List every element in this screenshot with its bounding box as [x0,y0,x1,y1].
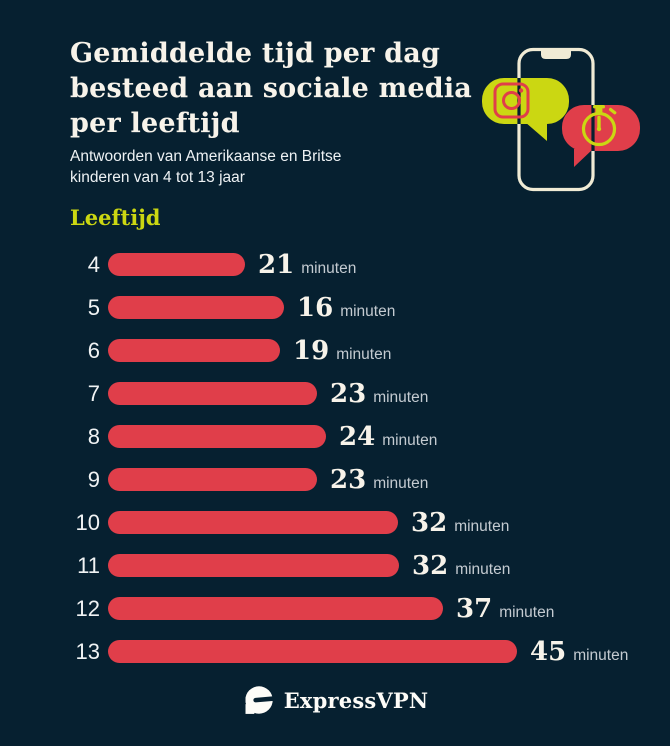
value-label: 24 [339,421,376,452]
unit-label: minuten [573,646,629,664]
bar-chart: 4 21 minuten 5 16 minuten 6 19 minuten [60,243,660,673]
bar-row-age-7: 7 23 minuten [60,372,660,415]
age-label: 11 [77,552,100,578]
value-label: 23 [330,378,367,409]
value-label: 19 [293,335,330,366]
bar-row-age-6: 6 19 minuten [60,329,660,372]
bar-age-12 [108,597,443,620]
expressvpn-logo-icon [241,683,275,717]
chat-bubble-stopwatch [562,105,640,167]
age-label: 4 [87,251,100,277]
bar-row-age-9: 9 23 minuten [60,458,660,501]
bar-age-9 [108,468,317,491]
bar-age-5 [108,296,284,319]
value-label: 45 [530,636,567,667]
bar-age-4 [108,253,245,276]
bar-age-10 [108,511,398,534]
age-label: 6 [87,337,100,363]
footer: ExpressVPN [0,683,670,717]
value-label: 32 [412,550,449,581]
age-label: 9 [87,466,100,492]
unit-label: minuten [373,474,429,492]
age-label: 10 [75,509,100,535]
unit-label: minuten [499,603,555,621]
age-label: 7 [87,380,100,406]
value-label: 16 [297,292,334,323]
title-line-3: per leeftijd [70,108,240,139]
page-title: Gemiddelde tijd per dag besteed aan soci… [70,36,472,141]
brand-wordmark: ExpressVPN [283,687,429,713]
chat-bubble-instagram [482,78,569,141]
bar-age-6 [108,339,280,362]
bar-age-11 [108,554,399,577]
age-label: 5 [87,294,100,320]
bar-row-age-4: 4 21 minuten [60,243,660,286]
bar-row-age-8: 8 24 minuten [60,415,660,458]
phone-illustration [482,47,640,192]
instagram-icon [493,82,530,119]
phone-notch [541,51,571,59]
bar-row-age-13: 13 45 minuten [60,630,660,673]
value-label: 21 [258,249,295,280]
unit-label: minuten [382,431,438,449]
unit-label: minuten [336,345,392,363]
bar-row-age-5: 5 16 minuten [60,286,660,329]
value-label: 32 [411,507,448,538]
title-line-1: Gemiddelde tijd per dag [70,38,441,69]
value-label: 23 [330,464,367,495]
subtitle-line-2: kinderen van 4 tot 13 jaar [70,169,245,186]
title-line-2: besteed aan sociale media [70,73,472,104]
stopwatch-icon [581,105,617,147]
bar-age-13 [108,640,517,663]
unit-label: minuten [301,259,357,277]
unit-label: minuten [454,517,510,535]
subtitle: Antwoorden van Amerikaanse en Britse kin… [70,146,341,188]
bar-age-7 [108,382,317,405]
age-label: 12 [75,595,100,621]
age-label: 8 [87,423,100,449]
bar-age-8 [108,425,326,448]
unit-label: minuten [373,388,429,406]
subtitle-line-1: Antwoorden van Amerikaanse en Britse [70,148,342,165]
age-label: 13 [75,638,100,664]
bar-row-age-11: 11 32 minuten [60,544,660,587]
unit-label: minuten [455,560,511,578]
unit-label: minuten [340,302,396,320]
chart-label: Leeftijd [70,205,161,230]
value-label: 37 [456,593,493,624]
bar-row-age-12: 12 37 minuten [60,587,660,630]
bar-row-age-10: 10 32 minuten [60,501,660,544]
